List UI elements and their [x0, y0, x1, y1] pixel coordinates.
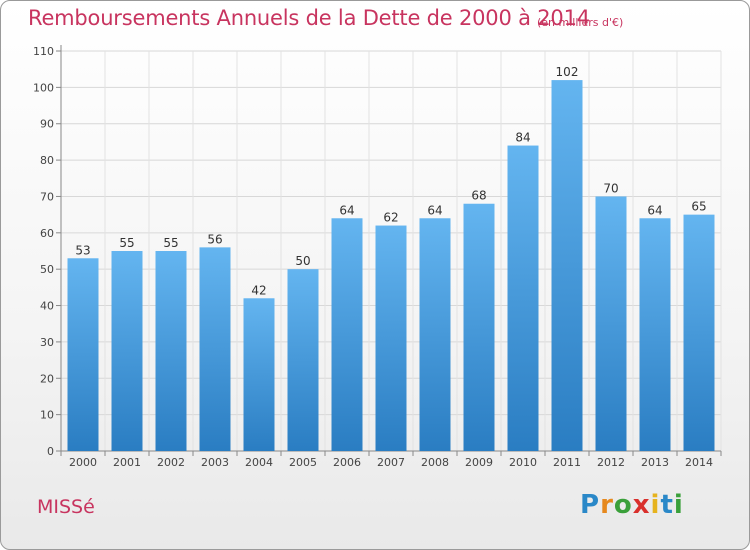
bar-2005	[287, 269, 319, 451]
logo-letter: t	[660, 490, 674, 520]
y-tick-label: 80	[40, 154, 54, 167]
value-label-2008: 64	[427, 203, 442, 217]
bar-2012	[595, 196, 627, 451]
bar-2002	[155, 251, 187, 451]
y-tick-label: 50	[40, 263, 54, 276]
logo-letter: P	[580, 490, 601, 520]
value-label-2005: 50	[295, 254, 310, 268]
bar-2009	[463, 203, 495, 451]
value-label-2013: 64	[647, 203, 662, 217]
y-tick-label: 10	[40, 409, 54, 422]
value-label-2012: 70	[603, 181, 618, 195]
value-label-2006: 64	[339, 203, 354, 217]
commune-name: MISSé	[37, 496, 95, 518]
logo-letter: r	[600, 490, 614, 520]
y-tick-label: 40	[40, 300, 54, 313]
y-tick-label: 60	[40, 227, 54, 240]
bar-2014	[683, 214, 715, 451]
bar-2003	[199, 247, 231, 451]
x-tick-label-2005: 2005	[289, 456, 317, 469]
value-label-2000: 53	[75, 243, 90, 257]
value-label-2001: 55	[119, 236, 134, 250]
y-tick-label: 30	[40, 336, 54, 349]
x-tick-label-2004: 2004	[245, 456, 273, 469]
y-tick-label: 70	[40, 190, 54, 203]
y-tick-label: 100	[33, 81, 54, 94]
value-label-2009: 68	[471, 189, 486, 203]
value-label-2002: 55	[163, 236, 178, 250]
proxiti-logo: Proxiti	[580, 490, 684, 520]
value-labels: 53 55 55 56 42 50 64 62 64 68 84 102 70 64 65	[75, 65, 706, 297]
chart-subtitle: (en milliers d'€)	[537, 16, 624, 29]
chart-title: Remboursements Annuels de la Dette de 20…	[28, 6, 590, 30]
bar-2011	[551, 80, 583, 451]
value-label-2007: 62	[383, 211, 398, 225]
bar-2008	[419, 218, 451, 451]
x-tick-label-2010: 2010	[509, 456, 537, 469]
x-tick-label-2011: 2011	[553, 456, 581, 469]
bar-2001	[111, 251, 143, 451]
y-tick-label: 110	[33, 45, 54, 58]
x-tick-label-2003: 2003	[201, 456, 229, 469]
value-label-2011: 102	[556, 65, 579, 79]
logo-letter: i	[673, 490, 684, 520]
x-tick-label-2002: 2002	[157, 456, 185, 469]
x-tick-label-2001: 2001	[113, 456, 141, 469]
logo-letter: x	[632, 490, 651, 520]
bar-2006	[331, 218, 363, 451]
value-label-2010: 84	[515, 131, 530, 145]
bar-2004	[243, 298, 275, 451]
value-label-2014: 65	[691, 200, 706, 214]
y-tick-label: 90	[40, 118, 54, 131]
bar-2013	[639, 218, 671, 451]
x-tick-label-2013: 2013	[641, 456, 669, 469]
logo-letter: o	[613, 490, 633, 520]
x-tick-label-2006: 2006	[333, 456, 361, 469]
value-label-2004: 42	[251, 283, 266, 297]
x-tick-label-2000: 2000	[69, 456, 97, 469]
y-tick-label: 20	[40, 372, 54, 385]
x-tick-label-2009: 2009	[465, 456, 493, 469]
bar-2010	[507, 145, 539, 451]
x-tick-label-2007: 2007	[377, 456, 405, 469]
y-tick-label: 0	[47, 445, 54, 458]
x-tick-label-2008: 2008	[421, 456, 449, 469]
tick-labels: 0 10 20 30 40 50 60 70 80 90 100 110 2000 2001 2002 200…	[33, 45, 713, 469]
x-tick-label-2012: 2012	[597, 456, 625, 469]
bar-2000	[67, 258, 99, 451]
bars	[67, 80, 715, 451]
bar-2007	[375, 225, 407, 451]
x-tick-label-2014: 2014	[685, 456, 713, 469]
value-label-2003: 56	[207, 232, 222, 246]
logo-letter: i	[650, 490, 661, 520]
